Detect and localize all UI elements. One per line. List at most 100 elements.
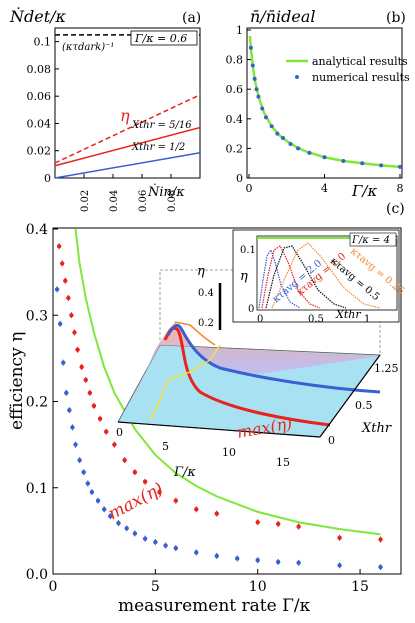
panel-a-xlabel: Ṅin/κ: [147, 183, 185, 200]
surface-z-tick-04: 0.4: [198, 288, 214, 299]
c-data-point: [104, 429, 109, 434]
panel-b-ylabel: n̄/n̄ideal: [250, 7, 315, 26]
panel-a-eta-label: η: [120, 106, 130, 125]
c-ytick-label: 0.2: [26, 395, 48, 411]
c-xtick-label: 5: [151, 579, 160, 595]
c-data-point: [101, 507, 107, 512]
inset-ytick-0: 0: [248, 304, 254, 315]
b-ytick-label: 0.6: [226, 83, 244, 96]
a-series-line: [54, 152, 201, 179]
surface-y-axis: [319, 354, 381, 438]
c-ytick-label: 0.1: [26, 481, 48, 497]
a-xtick-label: 0.04: [109, 190, 120, 212]
a-ytick-label: 0.1: [34, 36, 52, 49]
b-data-point: [398, 164, 402, 169]
inset-curve-red: [261, 245, 321, 309]
b-ytick-label: 0.2: [226, 142, 244, 155]
surface-blue-curve: [166, 323, 381, 394]
panel-c-max-label: max(η): [105, 479, 167, 524]
c-data-point: [337, 563, 342, 568]
c-data-point: [69, 313, 74, 318]
c-xtick-label: 0: [49, 579, 58, 595]
c-data-point: [296, 560, 301, 565]
c-data-point: [83, 377, 88, 383]
b-ytick-label: 0: [236, 172, 243, 185]
b-ytick-label: 1: [236, 24, 243, 37]
c-data-point: [296, 524, 301, 529]
inset-ylabel: η: [240, 269, 248, 284]
inset-curve-orange: [271, 242, 381, 309]
surface-x-tick-0: 0: [116, 426, 123, 439]
inset: η 0.1 0 0 0.5 1 Xthr Γ/κ = 4 κτavg = 2.0…: [232, 229, 406, 325]
panel-a-legend-box: [130, 30, 198, 46]
panel-c-ylabel: efficiency η: [7, 332, 27, 430]
surface-3d: η 0.4 0.2 0 5 10 15 Γ/κ 0 0.5 1.25 Xthr …: [116, 264, 399, 480]
c-data-point: [255, 520, 260, 525]
surface-z-tick-02: 0.2: [198, 318, 214, 329]
b-ytick-label: 0.8: [226, 54, 244, 67]
c-data-point: [255, 558, 260, 563]
c-data-point: [73, 442, 78, 447]
c-data-point: [337, 535, 342, 540]
a-xtick-label: 0.08: [167, 190, 178, 212]
panel-a-y-ticks: 0 0.02 0.04 0.06 0.08 0.1: [27, 36, 59, 185]
c-xtick-label: 15: [351, 579, 369, 595]
c-data-point: [173, 545, 179, 551]
b-data-point: [248, 45, 253, 50]
c-data-point: [97, 416, 103, 421]
c-data-point: [54, 287, 60, 292]
panel-a-xthr-a-label: Xthr = 5/16: [131, 120, 192, 131]
panel-b-legend-numerical: numerical results: [312, 71, 410, 84]
c-data-point: [112, 442, 117, 447]
a-ytick-label: 0.08: [27, 63, 52, 76]
inset-xtick-1: 1: [364, 314, 370, 325]
c-data-point: [56, 244, 62, 249]
inset-curve-black: [265, 245, 347, 309]
panel-c-tag: (c): [386, 201, 405, 217]
c-data-point: [378, 564, 383, 570]
b-data-point: [252, 76, 257, 81]
panel-c: (c) 0.00.10.20.30.4 0 5 10 15 efficiency η …: [7, 201, 406, 616]
surface-x-label: Γ/κ: [173, 465, 196, 480]
panel-a: Ṅdet/κ (a) 0 0.02 0.04 0.06 0.08 0.1 0.02 0.04…: [9, 6, 201, 212]
inset-legend: Γ/κ = 4: [351, 235, 390, 246]
c-data-point: [142, 479, 148, 484]
c-data-point: [63, 278, 68, 283]
surface-y-label: Xthr: [361, 421, 392, 436]
c-data-point: [64, 390, 69, 396]
c-data-point: [81, 470, 86, 475]
surface-y-tick-0: 0: [328, 434, 335, 447]
panel-a-ylabel: Ṅdet/κ: [9, 6, 67, 26]
panel-a-tag: (a): [182, 10, 201, 26]
panel-b-legend-dot: [295, 75, 299, 79]
a-ytick-label: 0.06: [27, 90, 52, 103]
b-data-point: [256, 94, 261, 99]
inset-legend-box: [349, 232, 397, 247]
surface-orange-ridge: [174, 321, 216, 346]
c-data-point: [157, 489, 162, 495]
c-data-point: [70, 425, 75, 430]
panel-b-series: [248, 35, 402, 169]
b-xtick-label: 4: [321, 182, 328, 195]
panel-a-axes: [54, 27, 201, 179]
c-data-point: [77, 457, 82, 463]
panel-b-tag: (b): [386, 10, 406, 26]
panel-b-legend-analytical: analytical results: [312, 55, 408, 68]
inset-xlabel: Xthr: [335, 308, 361, 321]
c-data-point: [66, 295, 71, 301]
b-data-point: [296, 146, 301, 151]
a-series-line: [54, 94, 201, 164]
surface-x-axis: [117, 421, 321, 438]
b-data-point: [341, 158, 346, 163]
c-data-point: [194, 550, 199, 555]
c-data-point: [91, 403, 97, 409]
b-data-point: [254, 87, 259, 92]
inset-xtick-0: 0: [257, 314, 263, 325]
c-data-point: [275, 559, 281, 565]
c-data-point: [72, 330, 77, 335]
b-data-point: [307, 150, 312, 155]
c-data-point: [275, 521, 281, 527]
panel-a-xthr-b-label: Xthr = 1/2: [131, 142, 185, 153]
a-xtick-label: 0.02: [80, 190, 91, 212]
